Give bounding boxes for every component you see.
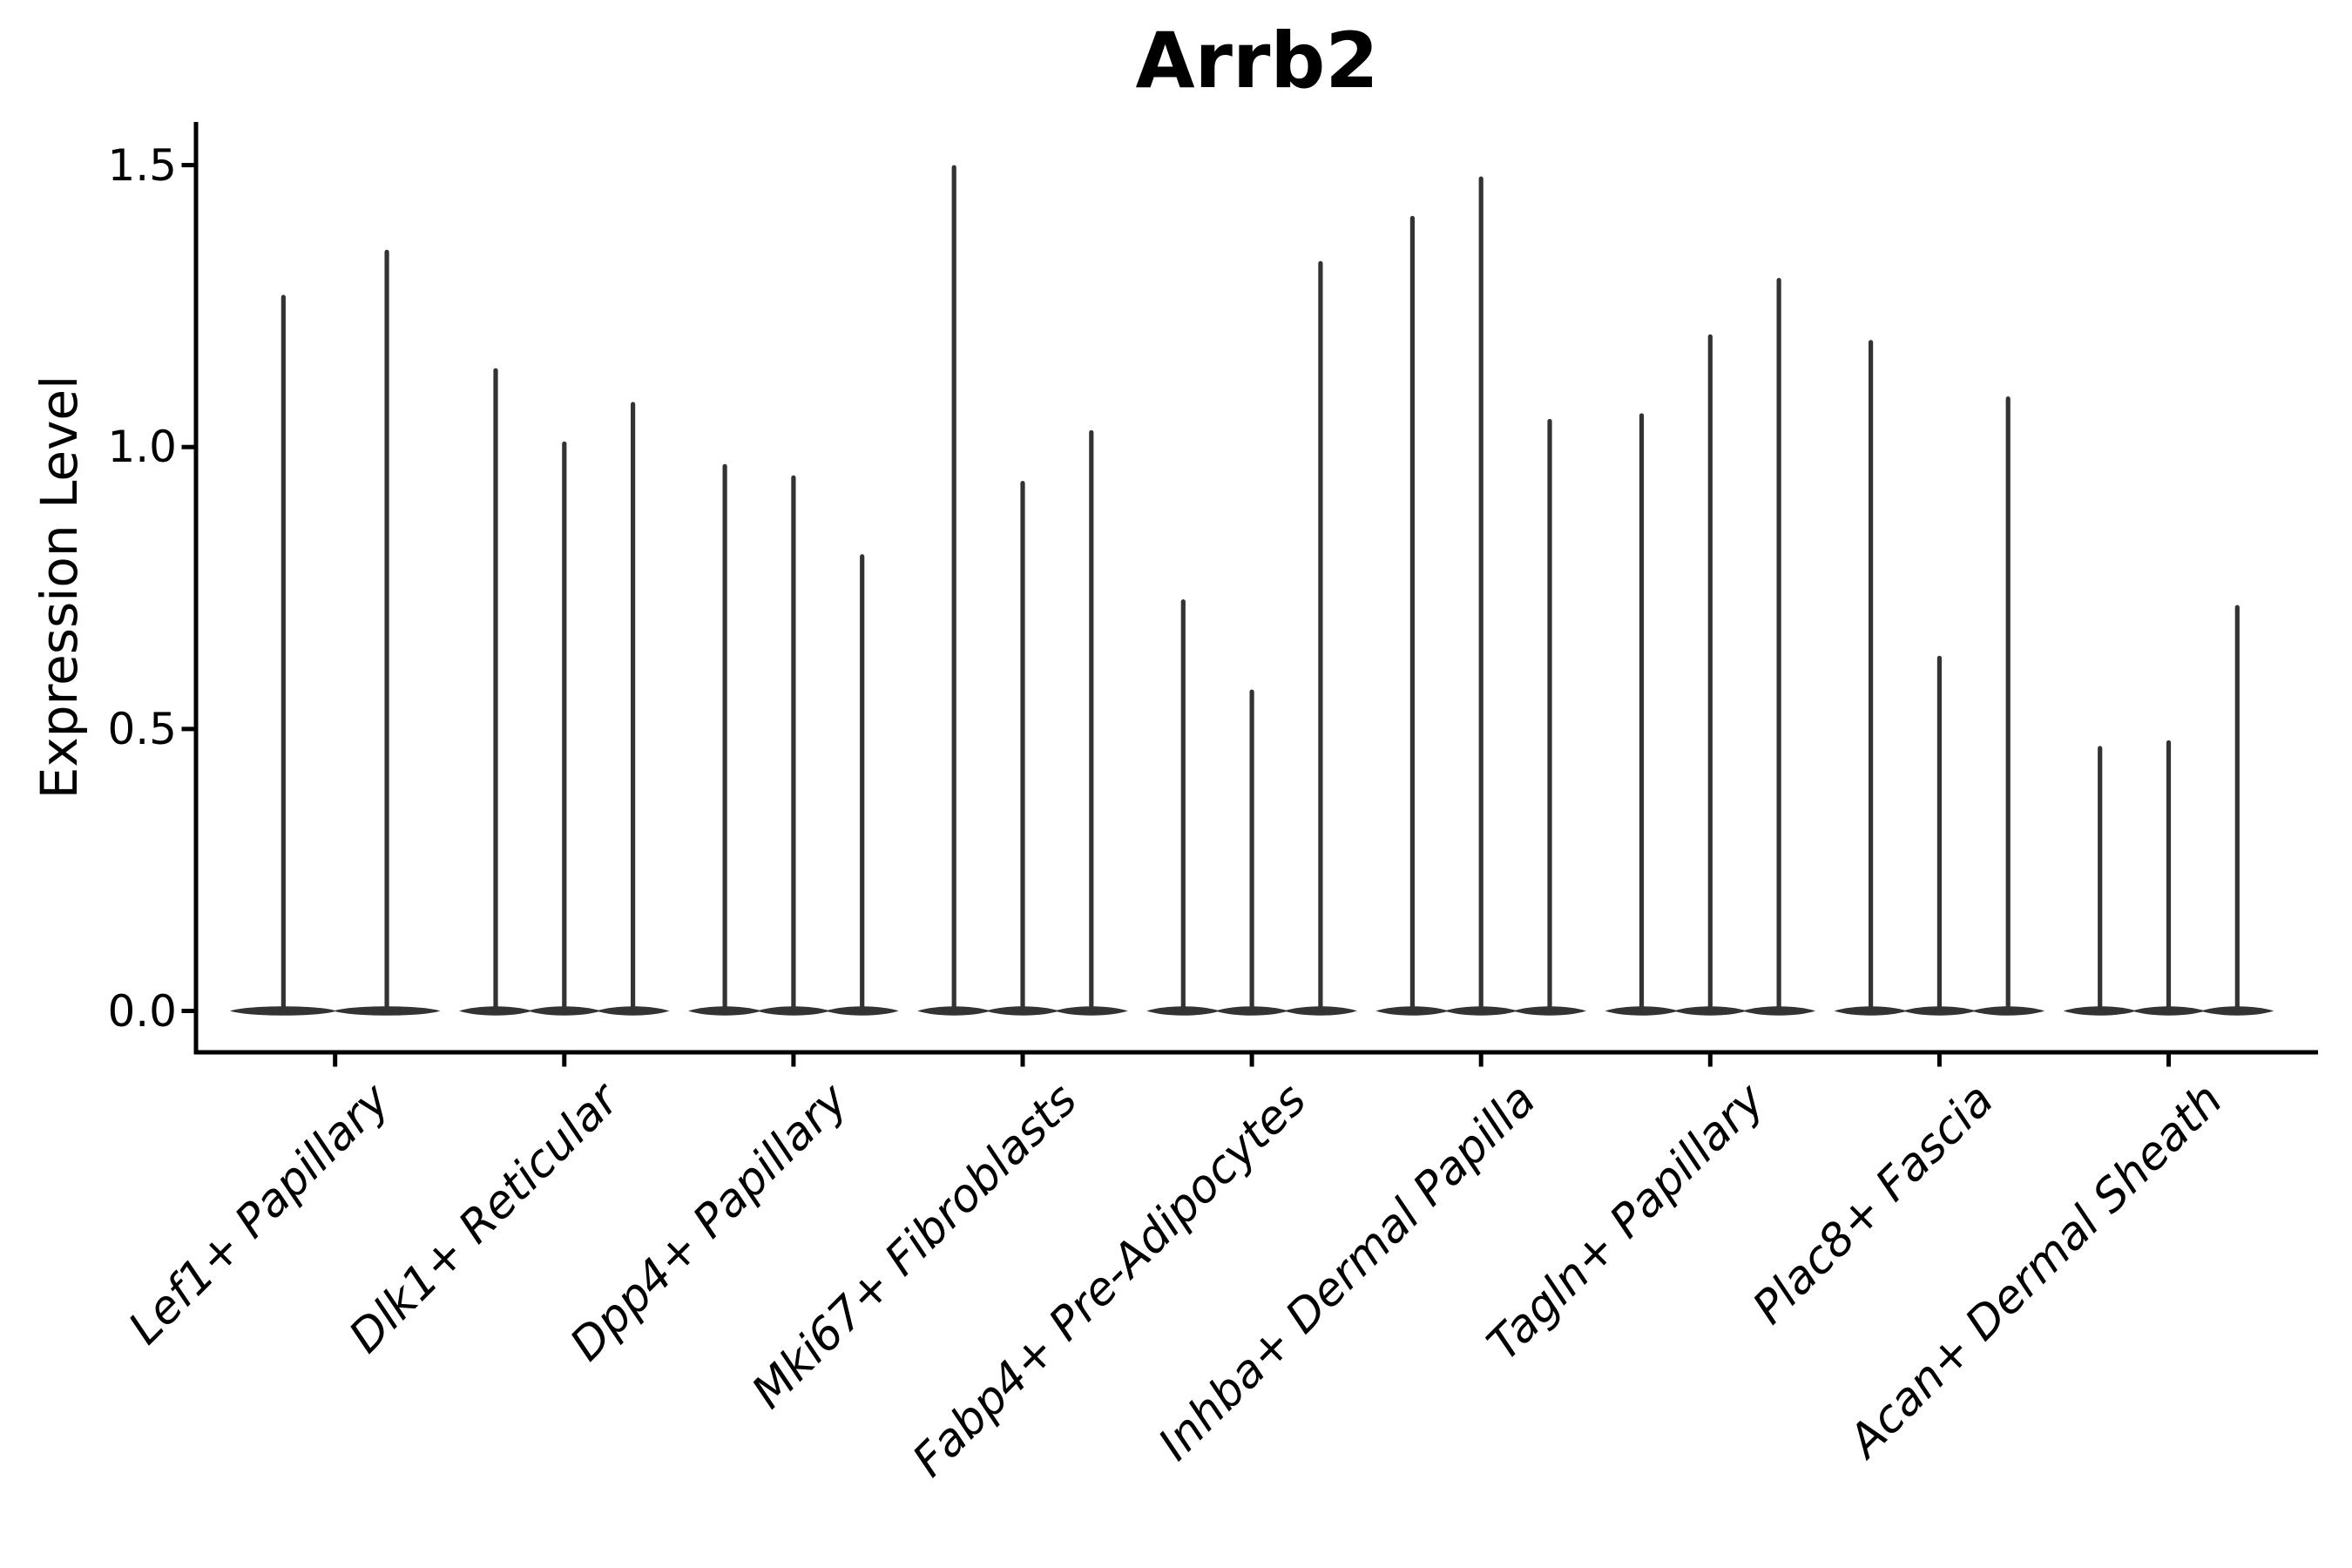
x-tick-mark <box>1020 1054 1025 1067</box>
violin-spike <box>493 368 498 1013</box>
x-tick-mark <box>791 1054 796 1067</box>
violin-spike <box>1318 260 1323 1013</box>
violin-spike <box>1409 215 1415 1013</box>
x-tick-mark <box>2166 1054 2171 1067</box>
x-tick-mark <box>562 1054 567 1067</box>
violin-spike <box>280 294 286 1013</box>
violin-spike <box>1180 598 1186 1013</box>
violin-spike <box>722 463 727 1013</box>
violin-spike <box>1776 278 1781 1013</box>
y-tick-mark <box>181 1009 194 1013</box>
x-tick-mark <box>1249 1054 1254 1067</box>
y-tick-label: 0.5 <box>107 703 177 754</box>
violin-spike <box>1639 413 1645 1013</box>
y-tick-mark <box>181 444 194 449</box>
violin-spike <box>562 441 567 1013</box>
violin-spike <box>860 554 865 1013</box>
violin-spike <box>1249 689 1254 1013</box>
y-tick-label: 1.5 <box>107 139 177 191</box>
bottom-spine <box>193 1050 2318 1055</box>
violin-spike <box>2166 740 2172 1013</box>
x-tick-mark <box>1707 1054 1713 1067</box>
violin-spike <box>631 402 636 1013</box>
violin-spike <box>2234 605 2240 1013</box>
y-tick-label: 0.0 <box>107 985 177 1037</box>
left-spine <box>193 122 199 1055</box>
violin-spike <box>791 475 796 1013</box>
y-tick-label: 1.0 <box>107 422 177 473</box>
violin-spike <box>1089 429 1094 1013</box>
y-tick-mark <box>181 727 194 732</box>
x-tick-mark <box>333 1054 338 1067</box>
violin-spike <box>951 165 956 1013</box>
x-tick-mark <box>1936 1054 1942 1067</box>
violin-spike <box>1707 334 1713 1013</box>
violin-spike <box>1936 655 1942 1013</box>
violin-spike <box>1020 481 1025 1013</box>
x-tick-mark <box>1478 1054 1484 1067</box>
violin-spike <box>384 249 389 1013</box>
violin-spike <box>1478 176 1484 1013</box>
chart-title: Arrb2 <box>1135 16 1379 105</box>
violin-spike <box>1869 340 1874 1013</box>
violin-spike <box>1547 418 1552 1013</box>
violin-spike <box>2098 746 2103 1013</box>
y-tick-mark <box>181 163 194 168</box>
violin-spike <box>2005 395 2011 1013</box>
